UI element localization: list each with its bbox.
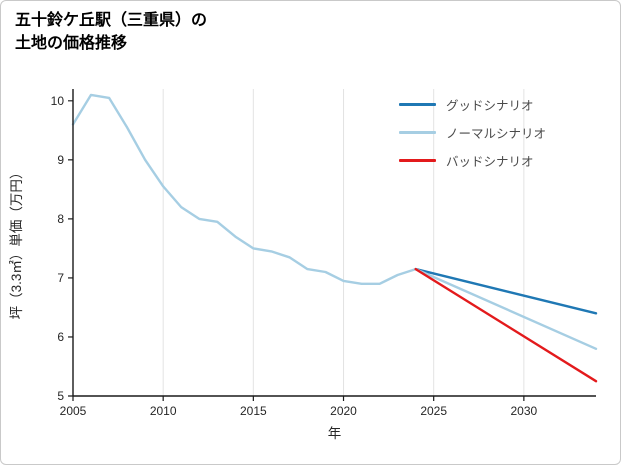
chart-title-line2: 土地の価格推移 — [15, 35, 128, 53]
chart-legend: グッドシナリオ ノーマルシナリオ バッドシナリオ — [399, 95, 546, 179]
legend-item-good: グッドシナリオ — [399, 95, 546, 114]
svg-text:2005: 2005 — [60, 404, 87, 418]
svg-text:坪（3.3㎡）単価（万円）: 坪（3.3㎡）単価（万円） — [9, 166, 24, 320]
bad-scenario-line-swatch — [399, 159, 436, 162]
legend-label-normal: ノーマルシナリオ — [446, 127, 547, 141]
svg-text:8: 8 — [57, 212, 64, 226]
svg-text:2030: 2030 — [511, 404, 538, 418]
svg-text:年: 年 — [328, 426, 342, 441]
legend-label-good: グッドシナリオ — [446, 99, 534, 113]
svg-text:2015: 2015 — [240, 404, 267, 418]
normal-scenario-line-swatch — [399, 131, 436, 134]
svg-text:9: 9 — [57, 153, 64, 167]
svg-text:10: 10 — [51, 94, 65, 108]
svg-text:6: 6 — [57, 330, 64, 344]
svg-text:2010: 2010 — [150, 404, 177, 418]
svg-text:5: 5 — [57, 389, 64, 403]
svg-text:7: 7 — [57, 271, 64, 285]
svg-text:2025: 2025 — [420, 404, 447, 418]
legend-item-bad: バッドシナリオ — [399, 151, 546, 170]
legend-label-bad: バッドシナリオ — [446, 155, 534, 169]
good-scenario-line-swatch — [399, 103, 436, 106]
legend-item-normal: ノーマルシナリオ — [399, 123, 546, 142]
svg-text:2020: 2020 — [330, 404, 357, 418]
chart-title-line1: 五十鈴ケ丘駅（三重県）の — [15, 12, 208, 29]
chart-title: 五十鈴ケ丘駅（三重県）の 土地の価格推移 — [15, 9, 207, 55]
